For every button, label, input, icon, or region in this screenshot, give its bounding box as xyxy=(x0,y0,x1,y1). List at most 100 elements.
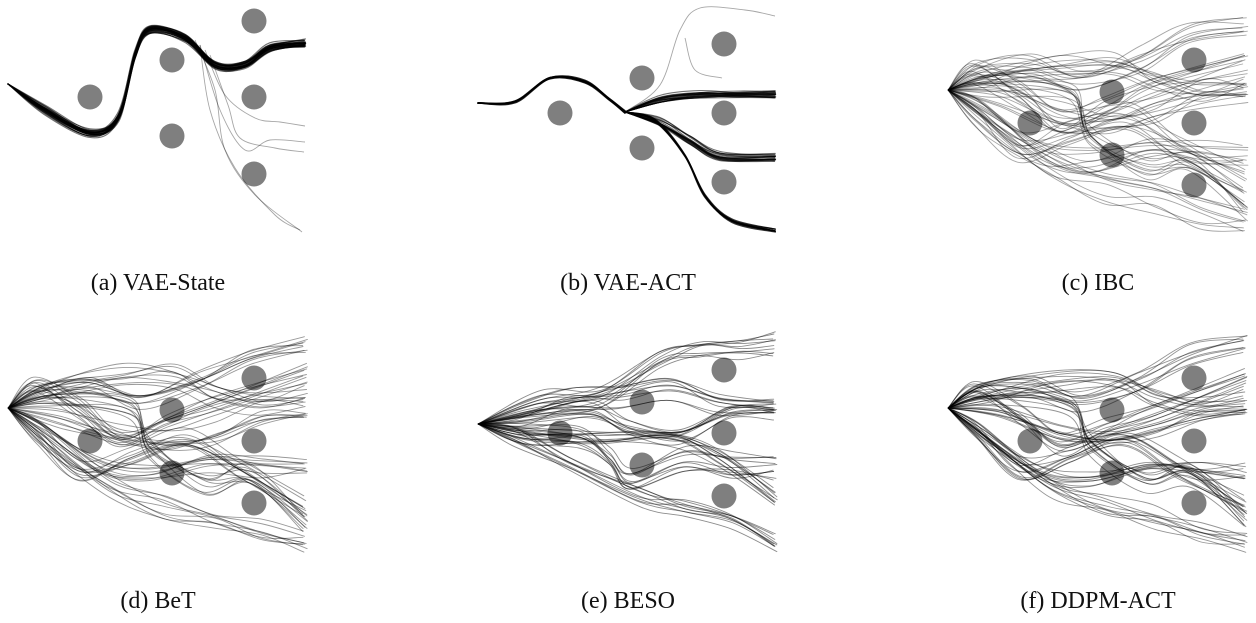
trajectory-line xyxy=(7,392,305,517)
trajectory-line xyxy=(477,423,776,535)
trajectory-line xyxy=(947,407,1248,543)
trajectory-line xyxy=(477,409,776,434)
trajectory-line xyxy=(477,423,778,545)
trajectory-line xyxy=(477,377,775,425)
trajectory-line xyxy=(947,88,1248,211)
trajectory-line xyxy=(624,111,776,155)
trajectory-line xyxy=(947,335,1248,409)
trajectory-line xyxy=(947,72,1247,95)
trajectory-line xyxy=(7,407,307,512)
trajectory-line xyxy=(947,78,1245,203)
trajectory-line xyxy=(477,340,776,425)
trajectory-line xyxy=(947,89,1244,134)
trajectory-line xyxy=(477,389,775,425)
trajectory-line xyxy=(7,377,304,409)
trajectory-line xyxy=(947,407,1248,512)
trajectory-line xyxy=(947,84,1248,120)
obstacle-marker xyxy=(711,483,737,509)
trajectory-line xyxy=(477,412,775,446)
trajectory-line xyxy=(477,381,777,425)
trajectory-line xyxy=(477,410,776,434)
trajectory-line xyxy=(7,407,308,473)
caption-vae-act: (b) VAE-ACT xyxy=(560,270,696,296)
trajectory-line xyxy=(7,407,305,477)
obstacle-marker xyxy=(159,123,185,149)
trajectory-line xyxy=(947,89,1249,173)
trajectory-line xyxy=(7,407,304,451)
trajectory-line xyxy=(7,367,308,409)
trajectory-line xyxy=(947,376,1246,409)
trajectory-line xyxy=(477,423,774,490)
trajectory-line xyxy=(7,402,307,526)
trajectory-line xyxy=(947,89,1244,189)
trajectory-line xyxy=(477,423,775,503)
trajectory-line xyxy=(947,375,1244,409)
trajectory-line xyxy=(477,76,626,114)
trajectory-line xyxy=(7,31,306,138)
trajectory-line xyxy=(7,403,304,532)
trajectory-line xyxy=(947,385,1244,457)
trajectory-line xyxy=(947,30,1248,91)
trajectory-line xyxy=(7,407,304,546)
trajectory-line xyxy=(947,89,1248,180)
trajectory-line xyxy=(947,57,1247,91)
obstacle-marker xyxy=(77,428,103,454)
trajectory-line xyxy=(477,423,775,547)
trajectory-line xyxy=(477,352,775,425)
trajectory-line xyxy=(477,423,777,475)
trajectory-line xyxy=(947,380,1247,445)
trajectory-line xyxy=(947,76,1246,133)
trajectory-line xyxy=(477,384,774,425)
trajectory-line xyxy=(947,378,1247,417)
trajectory-line xyxy=(947,369,1244,409)
trajectory-line xyxy=(947,407,1245,481)
trajectory-line xyxy=(624,111,776,230)
trajectory-line xyxy=(947,407,1246,513)
obstacle-marker xyxy=(629,452,655,478)
trajectory-line xyxy=(947,89,1245,175)
trajectory-line xyxy=(477,378,774,425)
obstacle-marker xyxy=(159,397,185,423)
trajectory-line xyxy=(947,407,1246,441)
trajectory-line xyxy=(947,89,1248,222)
trajectory-line xyxy=(947,407,1245,506)
trajectory-line xyxy=(947,89,1243,149)
obstacle-marker xyxy=(159,460,185,486)
trajectory-line xyxy=(947,407,1246,536)
trajectory-line xyxy=(477,423,778,546)
trajectory-line xyxy=(947,407,1246,480)
trajectory-line xyxy=(477,423,777,475)
obstacle-marker xyxy=(1017,110,1043,136)
trajectory-line xyxy=(7,374,307,441)
trajectory-line xyxy=(7,363,308,409)
trajectory-line xyxy=(477,399,775,428)
trajectory-line xyxy=(7,407,306,509)
trajectory-line xyxy=(477,404,774,431)
trajectory-line xyxy=(947,339,1245,409)
trajectory-line xyxy=(477,407,774,438)
trajectory-line xyxy=(947,50,1248,91)
trajectory-line xyxy=(947,404,1244,433)
trajectory-line xyxy=(624,111,776,232)
trajectory-line xyxy=(477,423,776,503)
trajectory-line xyxy=(477,423,774,488)
trajectory-line xyxy=(7,349,305,409)
obstacle-marker xyxy=(1099,397,1125,423)
trajectory-line xyxy=(947,80,1245,206)
trajectory-line xyxy=(947,89,1244,229)
trajectory-line xyxy=(7,407,306,545)
trajectory-line xyxy=(947,407,1246,444)
trajectory-line xyxy=(947,347,1246,409)
trajectory-line xyxy=(477,385,774,425)
trajectory-line xyxy=(947,403,1245,527)
trajectory-line xyxy=(947,376,1248,447)
trajectory-line xyxy=(947,69,1248,125)
obstacle-marker xyxy=(1181,110,1207,136)
trajectory-line xyxy=(947,89,1249,135)
trajectory-line xyxy=(477,423,775,482)
trajectory-line xyxy=(947,407,1244,443)
trajectory-line xyxy=(7,351,306,409)
trajectory-line xyxy=(477,423,777,489)
obstacle-marker xyxy=(1181,365,1207,391)
trajectory-line xyxy=(624,93,777,113)
